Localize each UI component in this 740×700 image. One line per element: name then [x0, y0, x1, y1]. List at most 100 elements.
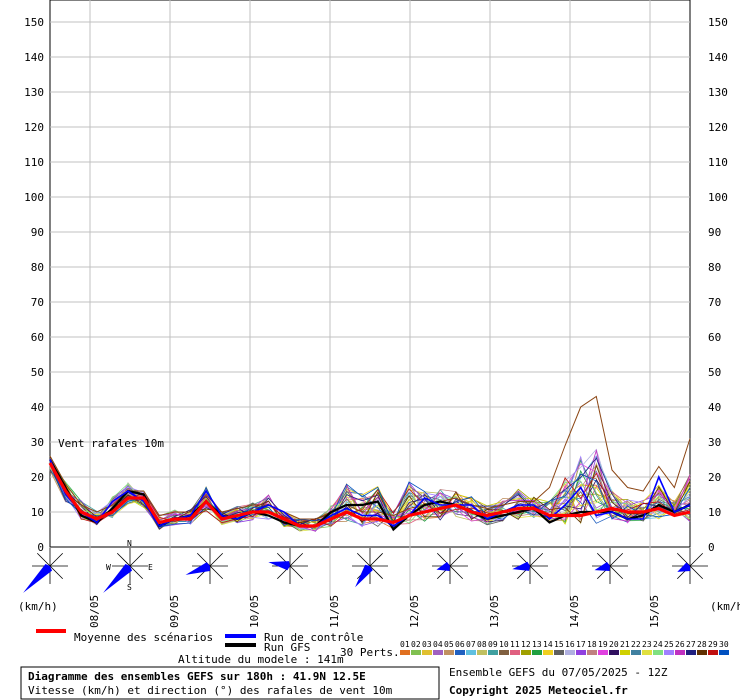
rose-spoke [209, 565, 224, 580]
perturbation-swatch [466, 650, 476, 655]
wind-rose [268, 548, 308, 584]
perturbation-swatch [400, 650, 410, 655]
perturbations-label: 30 Perts. [340, 646, 400, 659]
plot-frame [49, 0, 691, 548]
perturbation-number: 10 [499, 640, 509, 649]
rose-spoke [116, 552, 131, 567]
wind-rose [672, 548, 708, 584]
wind-rose [185, 548, 228, 584]
perturbation-swatch [422, 650, 432, 655]
perturbation-legend: 30 Perts.01 02 03 04 05 06 07 08 09 10 11 12 13 14 15 1… [340, 640, 729, 659]
compass-letter: N [127, 539, 132, 548]
perturbation-number: 24 [653, 640, 663, 649]
perturbation-number: 28 [697, 640, 707, 649]
rose-spoke [209, 552, 224, 567]
perturbation-swatch [653, 650, 663, 655]
x-tick-label: 12/05 [408, 595, 421, 628]
perturbation-number: 21 [620, 640, 630, 649]
perturbation-number: 11 [510, 640, 520, 649]
perturbation-swatch [433, 650, 443, 655]
rose-petal [355, 564, 373, 588]
perturbation-number: 27 [686, 640, 696, 649]
y-tick-left: 0 [37, 541, 44, 554]
rose-spoke [49, 565, 64, 580]
rose-spoke [129, 552, 144, 567]
y-tick-left: 120 [24, 121, 44, 134]
perturbation-number: 16 [565, 640, 575, 649]
perturbation-swatch [642, 650, 652, 655]
perturbation-swatch [565, 650, 575, 655]
rose-spoke [449, 565, 464, 580]
x-tick-label: 14/05 [568, 595, 581, 628]
perturbation-line [49, 457, 691, 531]
rose-spoke [676, 552, 691, 567]
y-unit-right: (km/h) [710, 600, 740, 613]
perturbation-swatch [664, 650, 674, 655]
y-tick-right: 90 [708, 226, 721, 239]
perturbation-number: 04 [433, 640, 443, 649]
rose-spoke [689, 552, 704, 567]
rose-spoke [289, 552, 304, 567]
perturbation-number: 20 [609, 640, 619, 649]
perturbation-number: 03 [422, 640, 432, 649]
rose-spoke [609, 552, 624, 567]
perturbation-swatch [598, 650, 608, 655]
x-tick-label: 15/05 [648, 595, 661, 628]
perturbation-number: 12 [521, 640, 531, 649]
altitude-label: Altitude du modele : 141m [178, 653, 344, 666]
y-tick-right: 110 [708, 156, 728, 169]
rose-spoke [369, 565, 384, 580]
y-tick-left: 70 [31, 296, 44, 309]
y-tick-right: 120 [708, 121, 728, 134]
legend-label: Run de contrôle [264, 631, 363, 644]
rose-petal [23, 563, 53, 593]
wind-rose [592, 548, 628, 584]
rose-spoke [529, 552, 544, 567]
x-tick-label: 09/05 [168, 595, 181, 628]
perturbation-swatch [444, 650, 454, 655]
y-tick-right: 20 [708, 471, 721, 484]
rose-petal [512, 561, 530, 571]
compass-letter: S [127, 583, 132, 592]
wind-rose [512, 548, 548, 584]
perturbation-number: 09 [488, 640, 498, 649]
y-tick-left: 130 [24, 86, 44, 99]
legend-label: Moyenne des scénarios [74, 631, 213, 644]
info-box: Diagramme des ensembles GEFS sur 180h : … [20, 666, 440, 700]
perturbation-swatch [510, 650, 520, 655]
y-tick-right: 60 [708, 331, 721, 344]
perturbation-number: 30 [719, 640, 729, 649]
x-tick-label: 13/05 [488, 595, 501, 628]
perturbation-swatch [521, 650, 531, 655]
perturbation-swatch [455, 650, 465, 655]
rose-spoke [36, 552, 51, 567]
legend-label: Run GFS [264, 641, 310, 654]
y-tick-left: 110 [24, 156, 44, 169]
perturbation-number: 23 [642, 640, 652, 649]
y-tick-right: 150 [708, 16, 728, 29]
perturbation-swatch [675, 650, 685, 655]
perturbation-swatch [411, 650, 421, 655]
y-axis-right: 0 10 20 30 40 50 60 70 80 90 100 110 120 130 140 150 [708, 16, 728, 554]
y-tick-right: 10 [708, 506, 721, 519]
x-tick-label: 11/05 [328, 595, 341, 628]
perturbation-number: 06 [455, 640, 465, 649]
y-tick-right: 70 [708, 296, 721, 309]
copyright-label: Copyright 2025 Meteociel.fr [449, 684, 628, 697]
perturbation-number: 19 [598, 640, 608, 649]
rose-petal [436, 561, 450, 571]
rose-spoke [356, 552, 371, 567]
wind-rose [432, 548, 468, 584]
perturbation-number: 29 [708, 640, 718, 649]
rose-petal [677, 562, 691, 572]
y-tick-left: 30 [31, 436, 44, 449]
perturbation-swatch [708, 650, 718, 655]
perturbation-number: 26 [675, 640, 685, 649]
perturbation-max-line [49, 395, 691, 520]
perturbation-number: 13 [532, 640, 542, 649]
y-tick-left: 20 [31, 471, 44, 484]
perturbation-number: 14 [543, 640, 553, 649]
y-tick-left: 90 [31, 226, 44, 239]
y-tick-left: 100 [24, 191, 44, 204]
